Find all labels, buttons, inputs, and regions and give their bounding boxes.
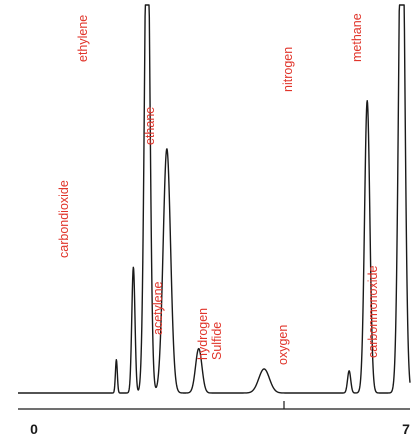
peak-label-text: hydrogenSulfide <box>196 308 224 360</box>
peak-label-text: acetylene <box>151 281 165 335</box>
peak-label-text: ethane <box>143 107 157 145</box>
x-tick-label: 7 <box>402 421 410 437</box>
peak-label: methane <box>350 13 364 62</box>
peak-label: carbonmonoxide <box>366 266 380 358</box>
peak-label: hydrogenSulfide <box>196 308 224 360</box>
peak-label: nitrogen <box>281 47 295 92</box>
peak-label-text: ethylene <box>76 15 90 62</box>
peak-label-text: carbonmonoxide <box>366 266 380 358</box>
peak-label: oxygen <box>276 325 290 365</box>
peak-label-text: oxygen <box>276 325 290 365</box>
peak-label: ethane <box>143 107 157 145</box>
x-tick-label: 0 <box>30 421 38 437</box>
peak-label-text: methane <box>350 13 364 62</box>
peak-label: carbondioxide <box>57 180 71 258</box>
chromatogram-trace <box>17 4 411 394</box>
peak-label-text: carbondioxide <box>57 180 71 258</box>
trace-layer <box>17 4 411 394</box>
peak-labels: carbondioxide ethylene ethane acetylene hydr… <box>57 13 380 365</box>
peak-label: ethylene <box>76 15 90 62</box>
peak-label: acetylene <box>151 281 165 335</box>
peak-label-text: nitrogen <box>281 47 295 92</box>
